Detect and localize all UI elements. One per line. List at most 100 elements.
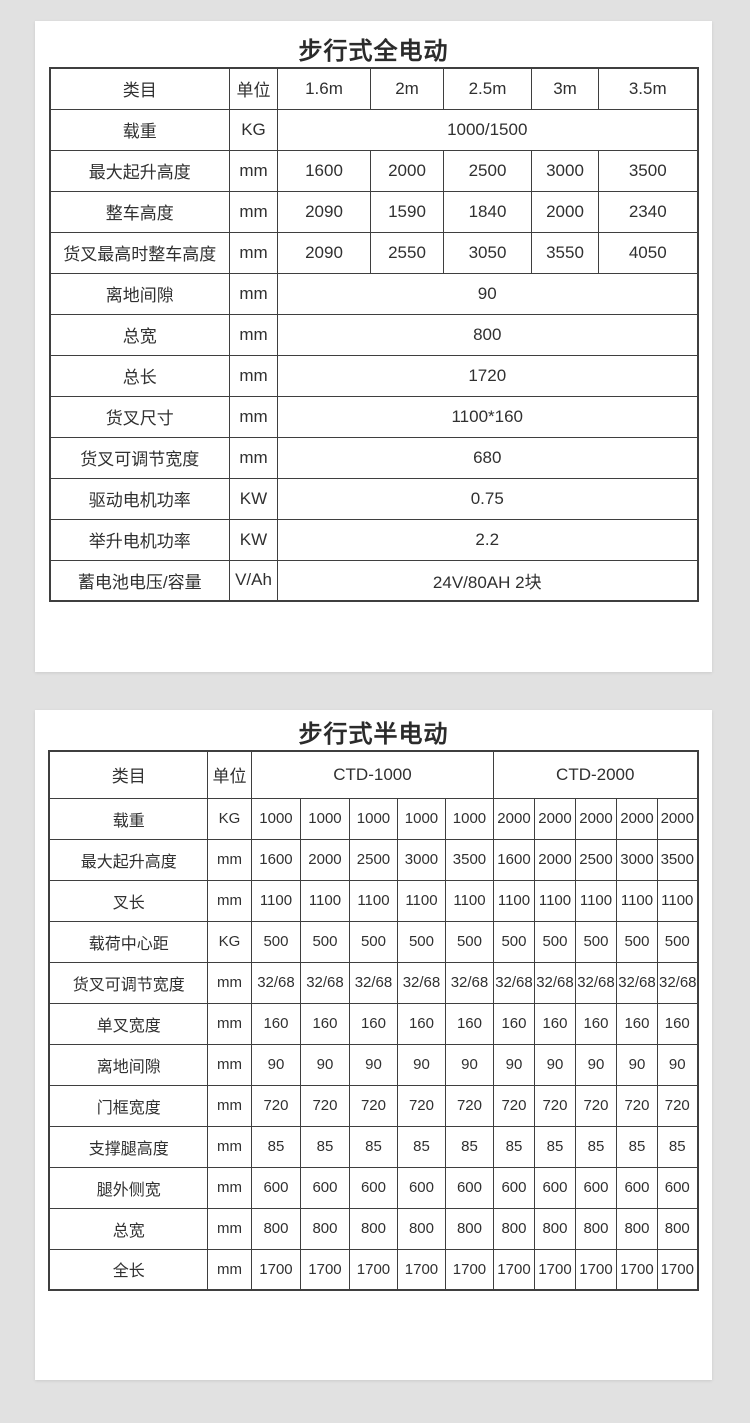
column-header: 单位: [206, 750, 252, 799]
spec-value: 1000: [250, 797, 301, 840]
spec-value: 160: [492, 1002, 535, 1045]
column-header: CTD-1000: [250, 750, 494, 799]
spec-value: 2000: [615, 797, 658, 840]
column-header: 1.6m: [277, 67, 371, 110]
spec-value: 85: [348, 1125, 398, 1168]
spec-row: 载重 KG 1000/1500: [49, 108, 698, 151]
spec-value: 90: [574, 1043, 617, 1086]
spec-value: 85: [656, 1125, 699, 1168]
spec-value: 24V/80AH 2块: [277, 559, 698, 602]
row-label: 货叉可调节宽度: [49, 436, 230, 479]
spec-row: 最大起升高度 mm 1600 2000 2500 3000 3500 1600 2000 2500…: [48, 838, 699, 881]
row-unit: mm: [229, 149, 278, 192]
row-label: 总宽: [49, 313, 230, 356]
spec-value: 85: [492, 1125, 535, 1168]
spec-value: 85: [533, 1125, 576, 1168]
spec-value: 3000: [615, 838, 658, 881]
spec-value: 1700: [396, 1248, 446, 1291]
spec-value: 1700: [492, 1248, 535, 1291]
row-unit: mm: [206, 879, 252, 922]
spec-value: 720: [250, 1084, 301, 1127]
full-electric-spec-table: 类目 单位 1.6m 2m 2.5m 3m 3.5m 载重 KG 1000/1500 最大起升高度…: [48, 67, 699, 602]
spec-row: 货叉可调节宽度 mm 680: [49, 436, 698, 479]
row-label: 货叉最高时整车高度: [49, 231, 230, 274]
spec-value: 500: [656, 920, 699, 963]
spec-value: 500: [533, 920, 576, 963]
spec-value: 160: [615, 1002, 658, 1045]
spec-value: 1700: [444, 1248, 494, 1291]
table-body: 载重 KG 1000 1000 1000 1000 1000 2000 2000 2000 2000…: [48, 797, 699, 1291]
spec-value: 720: [656, 1084, 699, 1127]
spec-value: 85: [396, 1125, 446, 1168]
spec-value: 160: [533, 1002, 576, 1045]
row-label: 叉长: [48, 879, 208, 922]
spec-value: 500: [396, 920, 446, 963]
spec-value: 1100: [299, 879, 350, 922]
spec-value: 2000: [533, 797, 576, 840]
row-unit: mm: [206, 961, 252, 1004]
spec-value: 720: [574, 1084, 617, 1127]
spec-value: 0.75: [277, 477, 698, 520]
spec-value: 2000: [574, 797, 617, 840]
row-label: 腿外侧宽: [48, 1166, 208, 1209]
spec-value: 32/68: [492, 961, 535, 1004]
spec-value: 1700: [656, 1248, 699, 1291]
row-label: 总宽: [48, 1207, 208, 1250]
row-unit: V/Ah: [229, 559, 278, 602]
spec-row: 货叉尺寸 mm 1100*160: [49, 395, 698, 438]
spec-row: 支撑腿高度 mm 85 85 85 85 85 85 85 85 85 85: [48, 1125, 699, 1168]
row-unit: mm: [229, 272, 278, 315]
spec-value: 600: [492, 1166, 535, 1209]
spec-value: 800: [277, 313, 698, 356]
spec-value: 500: [492, 920, 535, 963]
spec-row: 驱动电机功率 KW 0.75: [49, 477, 698, 520]
spec-value: 1590: [370, 190, 444, 233]
spec-value: 1100*160: [277, 395, 698, 438]
spec-value: 1100: [348, 879, 398, 922]
spec-value: 1700: [615, 1248, 658, 1291]
spec-value: 2090: [277, 231, 371, 274]
row-unit: mm: [206, 1166, 252, 1209]
spec-value: 32/68: [444, 961, 494, 1004]
spec-value: 600: [396, 1166, 446, 1209]
row-unit: mm: [229, 354, 278, 397]
spec-value: 3550: [531, 231, 599, 274]
spec-value: 500: [299, 920, 350, 963]
spec-value: 3500: [444, 838, 494, 881]
spec-value: 2000: [531, 190, 599, 233]
spec-value: 1100: [396, 879, 446, 922]
spec-value: 600: [615, 1166, 658, 1209]
spec-value: 1100: [615, 879, 658, 922]
spec-row: 腿外侧宽 mm 600 600 600 600 600 600 600 600 600 600: [48, 1166, 699, 1209]
spec-value: 2000: [370, 149, 444, 192]
row-label: 总长: [49, 354, 230, 397]
row-unit: KG: [206, 797, 252, 840]
row-label: 离地间隙: [48, 1043, 208, 1086]
row-label: 驱动电机功率: [49, 477, 230, 520]
column-header: 3m: [531, 67, 599, 110]
header-row: 类目 单位 1.6m 2m 2.5m 3m 3.5m: [49, 67, 698, 110]
row-unit: mm: [206, 1084, 252, 1127]
spec-value: 1100: [656, 879, 699, 922]
spec-value: 500: [250, 920, 301, 963]
spec-value: 1600: [277, 149, 371, 192]
spec-value: 500: [348, 920, 398, 963]
row-label: 举升电机功率: [49, 518, 230, 561]
spec-value: 800: [533, 1207, 576, 1250]
row-label: 离地间隙: [49, 272, 230, 315]
spec-value: 85: [615, 1125, 658, 1168]
spec-row: 举升电机功率 KW 2.2: [49, 518, 698, 561]
spec-value: 90: [615, 1043, 658, 1086]
spec-row: 载重 KG 1000 1000 1000 1000 1000 2000 2000 2000 2000…: [48, 797, 699, 840]
spec-value: 800: [396, 1207, 446, 1250]
spec-value: 800: [492, 1207, 535, 1250]
spec-row: 离地间隙 mm 90 90 90 90 90 90 90 90 90 90: [48, 1043, 699, 1086]
row-unit: mm: [229, 231, 278, 274]
row-label: 载重: [49, 108, 230, 151]
spec-value: 3000: [531, 149, 599, 192]
spec-value: 85: [444, 1125, 494, 1168]
spec-value: 800: [656, 1207, 699, 1250]
row-unit: KG: [206, 920, 252, 963]
spec-value: 90: [444, 1043, 494, 1086]
column-header: 2.5m: [443, 67, 532, 110]
